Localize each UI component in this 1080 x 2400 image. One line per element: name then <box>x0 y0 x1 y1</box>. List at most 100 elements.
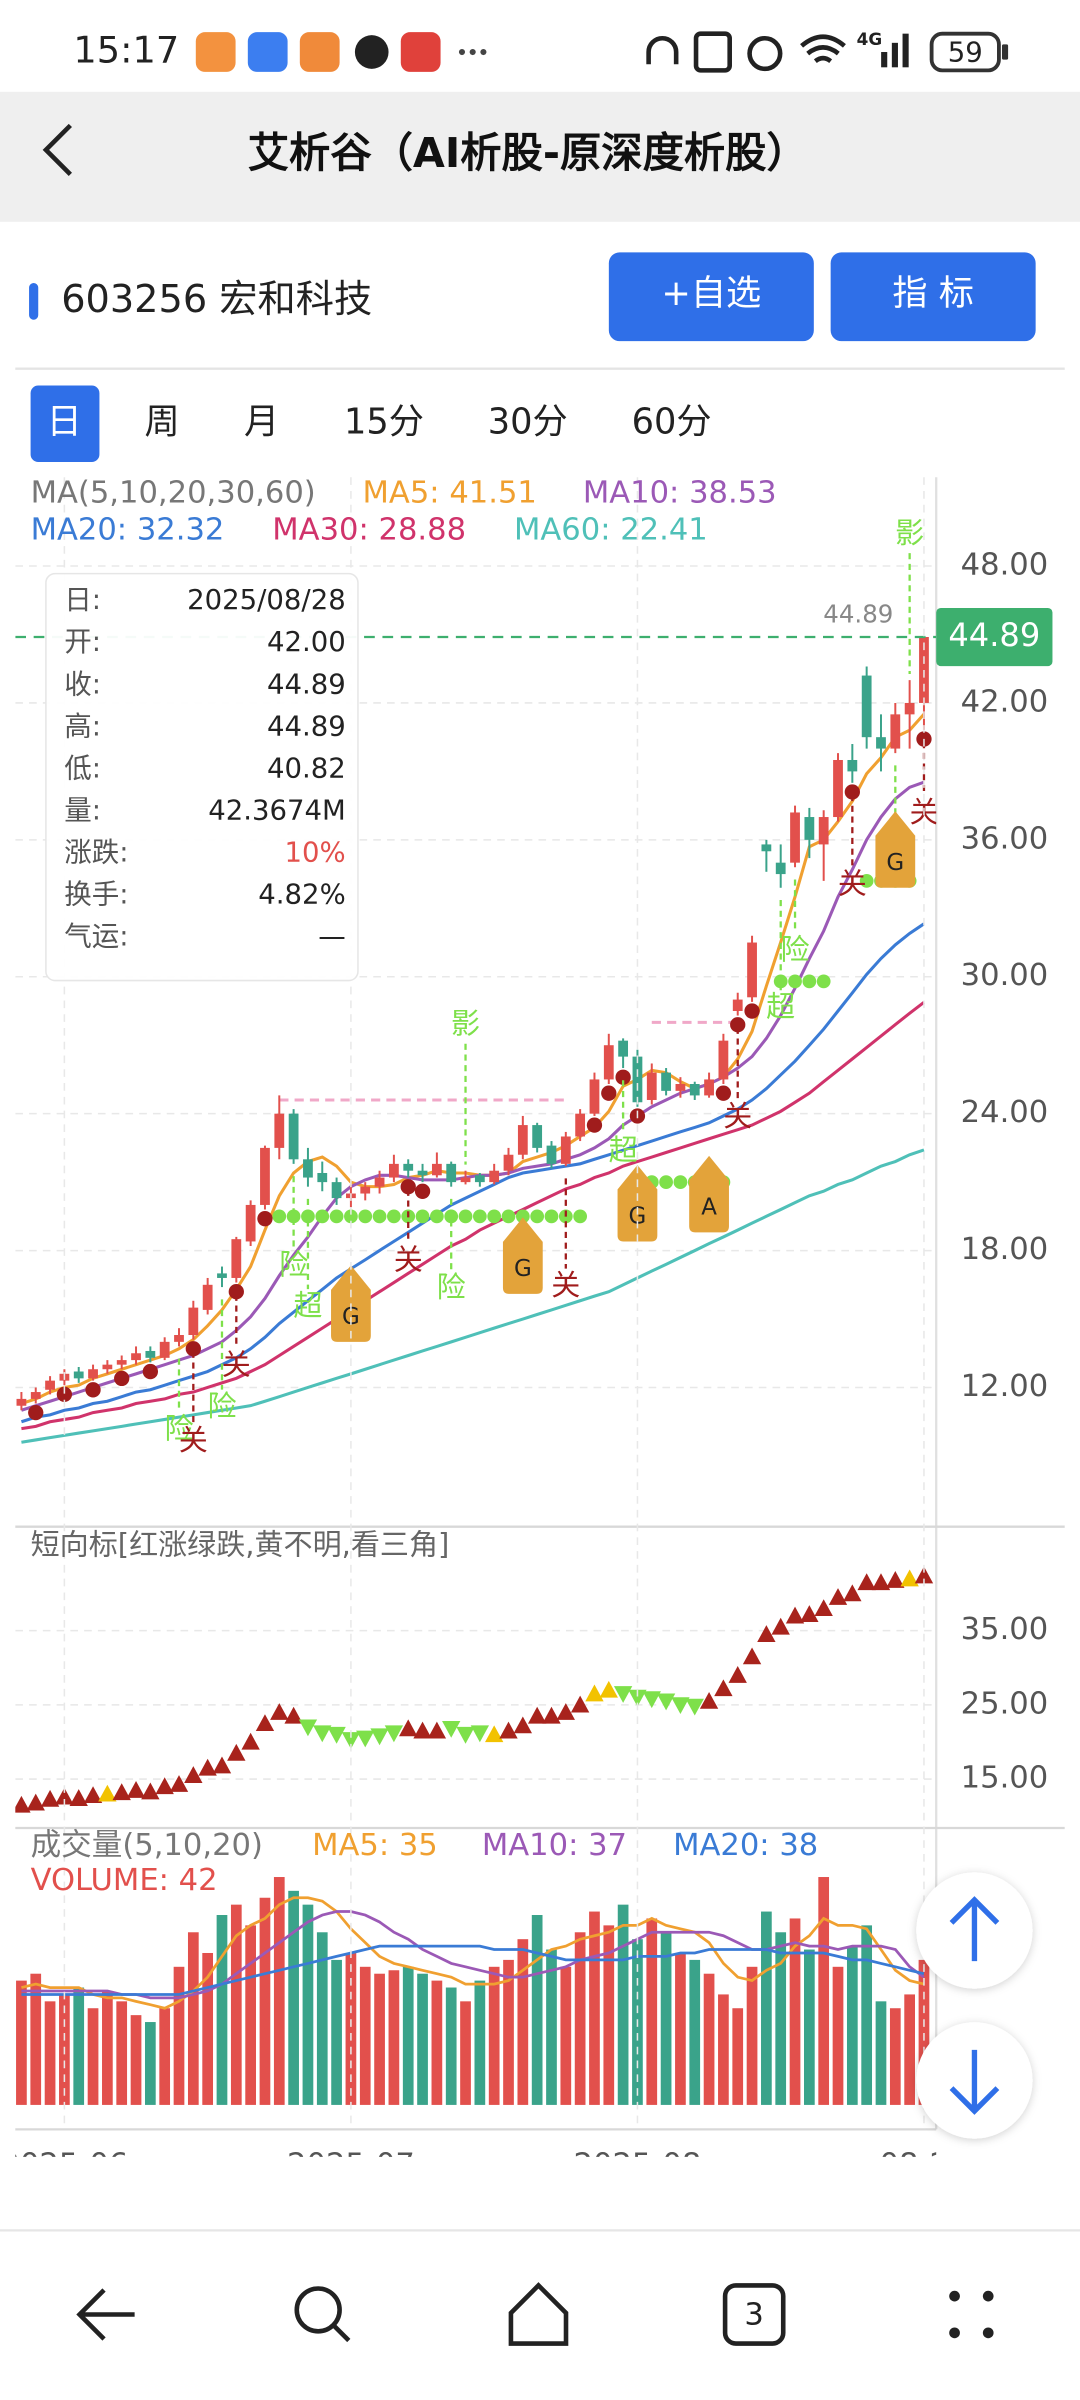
support-dot <box>358 1209 373 1224</box>
support-dot <box>329 1209 344 1224</box>
annotation: 关 <box>838 866 867 900</box>
candle-body <box>618 1040 629 1057</box>
nav-search[interactable] <box>294 2286 342 2334</box>
candle-body <box>360 1186 371 1194</box>
more-dot <box>469 48 476 56</box>
annotation: 险 <box>164 1412 193 1446</box>
volume-bar <box>818 1877 830 2105</box>
trend-triangle <box>914 1566 934 1584</box>
button-label: 指 标 <box>892 273 974 314</box>
trend-triangle <box>785 1606 805 1624</box>
y-tick-label: 18.00 <box>961 1232 1049 1267</box>
indicator-button[interactable] <box>830 252 1036 342</box>
signal-dot <box>142 1363 159 1380</box>
volume-bar <box>875 2001 887 2105</box>
tab-count: 3 <box>744 2298 763 2333</box>
add-watchlist-button[interactable] <box>608 252 814 342</box>
nav-menu-dot[interactable] <box>949 2327 960 2339</box>
trend-triangle <box>900 1569 919 1587</box>
tab[interactable]: 周 <box>145 402 180 443</box>
support-dot <box>515 1209 530 1224</box>
tab[interactable]: 15分 <box>344 402 424 443</box>
y-tick-label: 36.00 <box>961 821 1049 856</box>
trend-triangle <box>456 1726 475 1744</box>
nav-tabs[interactable] <box>722 2283 786 2346</box>
trend-triangle <box>599 1680 618 1698</box>
signal-bar <box>891 42 898 68</box>
y-tick-label: 15.00 <box>961 1761 1049 1796</box>
signal-bar <box>902 33 909 68</box>
support-dot <box>859 874 874 888</box>
candle-body <box>833 759 843 818</box>
volume-bar <box>73 1987 85 2105</box>
trend-triangle <box>341 1732 361 1749</box>
candle-body <box>417 1170 428 1176</box>
volume-bar <box>789 1918 801 2105</box>
candle-body <box>102 1364 113 1370</box>
trend-triangle <box>384 1725 404 1743</box>
nav-menu-dot[interactable] <box>949 2290 960 2302</box>
candle-body <box>747 942 757 998</box>
nav-back[interactable] <box>76 2288 135 2341</box>
info-value: 42.00 <box>267 626 346 658</box>
tab[interactable]: 日 <box>47 402 82 443</box>
candle-body <box>431 1163 442 1176</box>
info-label: 换手: <box>64 879 128 911</box>
signal-dot <box>414 1183 431 1199</box>
trend-triangle <box>126 1781 146 1798</box>
support-dot <box>272 1209 287 1224</box>
support-dot <box>286 1209 301 1224</box>
support-dot <box>344 1209 358 1224</box>
signal-dot <box>257 1211 273 1227</box>
volume-bar <box>159 2008 171 2105</box>
volume-bar <box>904 1994 915 2105</box>
nav-home[interactable] <box>508 2282 569 2346</box>
back-button[interactable] <box>42 123 72 177</box>
signal-dot <box>228 1284 244 1300</box>
tab[interactable]: 30分 <box>488 402 568 443</box>
info-label: 低: <box>64 752 101 784</box>
trend-triangle <box>284 1706 303 1724</box>
legend-item: MA5: 35 <box>312 1828 438 1863</box>
nfc-icon <box>693 31 732 73</box>
trend-triangle <box>656 1693 676 1711</box>
volume-bar <box>488 1966 500 2105</box>
info-rows: 日: 2025/08/28 开: 42.00 收: 44.89 高: 44.89 低: 40.82… <box>64 584 345 953</box>
support-dot <box>501 1209 516 1224</box>
trend-triangle <box>370 1728 389 1746</box>
nav-menu-dot[interactable] <box>982 2327 994 2339</box>
support-dot <box>487 1209 502 1224</box>
info-label: 高: <box>64 710 101 742</box>
info-value: 40.82 <box>267 752 346 784</box>
legend-item: MA10: 38.53 <box>583 476 777 511</box>
last-price-note: 44.89 <box>823 600 893 629</box>
trend-triangle <box>485 1725 504 1743</box>
last-price-tag <box>936 607 1053 667</box>
tab[interactable]: 月 <box>244 402 279 443</box>
volume-bar <box>245 1925 256 2105</box>
info-value: 44.89 <box>267 668 346 700</box>
tab-selected[interactable] <box>30 385 100 462</box>
support-dot <box>530 1209 545 1224</box>
candle-body <box>274 1113 285 1148</box>
clock: 15:17 <box>73 29 179 72</box>
candle-body <box>876 737 886 749</box>
signal-dot <box>715 1085 732 1101</box>
trend-triangle <box>886 1571 905 1588</box>
candle-body <box>646 1072 657 1100</box>
tab[interactable]: 60分 <box>632 402 712 443</box>
y-tick-label: 35.00 <box>961 1612 1049 1647</box>
nav-menu-dot[interactable] <box>982 2290 994 2302</box>
volume-bar <box>646 1918 658 2105</box>
signal-badge <box>617 1164 658 1242</box>
trend-triangle <box>184 1766 203 1783</box>
annotation: 影 <box>451 1006 480 1040</box>
candle-body <box>460 1177 471 1183</box>
volume-bar <box>359 1966 371 2105</box>
trend-triangle <box>15 1795 31 1813</box>
volume-bar <box>130 2015 142 2105</box>
candle-body <box>775 862 786 875</box>
signal-badge <box>875 811 916 888</box>
volume-bar <box>374 1973 385 2105</box>
